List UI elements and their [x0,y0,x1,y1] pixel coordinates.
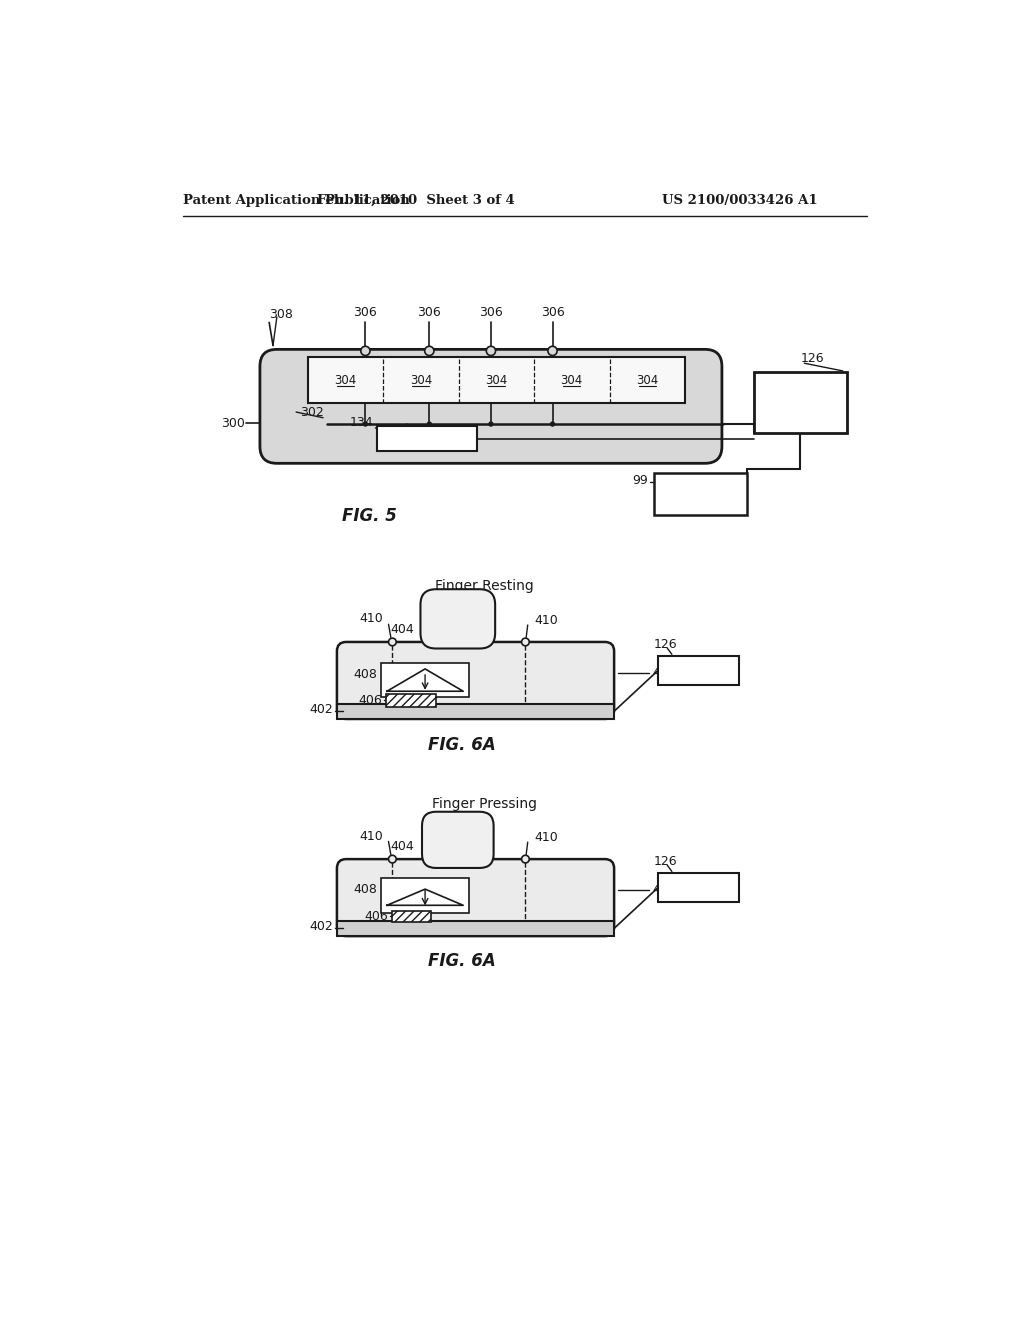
Text: 306: 306 [541,306,564,319]
FancyBboxPatch shape [422,812,494,869]
Text: 410: 410 [359,829,383,842]
Text: 410: 410 [535,832,558,843]
Circle shape [362,421,368,426]
Text: 402: 402 [309,920,333,933]
Text: Computer: Computer [670,495,731,508]
Text: 302: 302 [300,405,324,418]
Text: 400: 400 [652,667,677,680]
Circle shape [388,855,396,863]
Text: 126: 126 [654,855,678,869]
Text: 304: 304 [485,374,508,387]
FancyBboxPatch shape [337,859,614,936]
Text: 306: 306 [353,306,377,319]
Circle shape [488,421,494,426]
Bar [755,372,847,433]
Text: 304: 304 [636,374,658,387]
Bar [381,663,469,697]
Text: 406: 406 [365,909,388,923]
Text: 126: 126 [654,638,678,651]
FancyBboxPatch shape [421,589,496,648]
Text: US 2100/0033426 A1: US 2100/0033426 A1 [662,194,817,207]
Circle shape [486,346,496,355]
Text: 408: 408 [353,883,377,896]
Text: 404: 404 [391,841,415,853]
Text: 402: 402 [309,704,333,717]
Text: 96: 96 [450,630,466,643]
Bar [654,473,746,515]
Circle shape [360,346,370,355]
Text: FIG. 6A: FIG. 6A [428,952,496,970]
Text: 306: 306 [418,306,441,319]
Text: Processor: Processor [670,880,727,894]
Circle shape [548,346,557,355]
Text: 99: 99 [632,474,648,487]
Text: 408: 408 [353,668,377,681]
Circle shape [521,638,529,645]
Text: 404: 404 [391,623,415,636]
Bar [392,911,431,923]
Circle shape [425,346,434,355]
Text: 304: 304 [561,374,583,387]
Text: 304: 304 [334,374,356,387]
Text: Feb. 11, 2010  Sheet 3 of 4: Feb. 11, 2010 Sheet 3 of 4 [316,194,514,207]
Bar [337,704,614,719]
Text: 306: 306 [479,306,503,319]
Text: Host: Host [686,480,715,494]
Text: 406: 406 [358,694,382,708]
Text: Finger Pressing: Finger Pressing [432,797,538,810]
FancyBboxPatch shape [260,350,722,463]
Circle shape [550,421,555,426]
Text: Actuator(s): Actuator(s) [394,432,460,445]
Text: 134: 134 [349,416,373,429]
Text: 96: 96 [450,853,466,865]
Bar [377,426,477,451]
Bar [337,921,614,936]
Text: Processor: Processor [770,396,830,409]
Text: 126: 126 [800,352,824,366]
Bar [386,693,436,708]
Bar [381,878,469,913]
Text: 300: 300 [220,417,245,430]
Circle shape [427,421,432,426]
Circle shape [388,638,396,645]
Text: Finger Resting: Finger Resting [435,578,535,593]
FancyBboxPatch shape [337,642,614,719]
Text: 410: 410 [359,612,383,626]
Text: FIG. 5: FIG. 5 [342,507,396,524]
Bar [658,873,739,903]
Text: FIG. 6A: FIG. 6A [428,737,496,754]
Text: 308: 308 [268,308,293,321]
Text: 304: 304 [410,374,432,387]
Bar [307,358,685,404]
Bar [658,656,739,685]
Text: 400: 400 [652,883,677,896]
Text: Processor: Processor [670,664,727,677]
Text: 410: 410 [535,614,558,627]
Circle shape [521,855,529,863]
Text: Patent Application Publication: Patent Application Publication [183,194,410,207]
